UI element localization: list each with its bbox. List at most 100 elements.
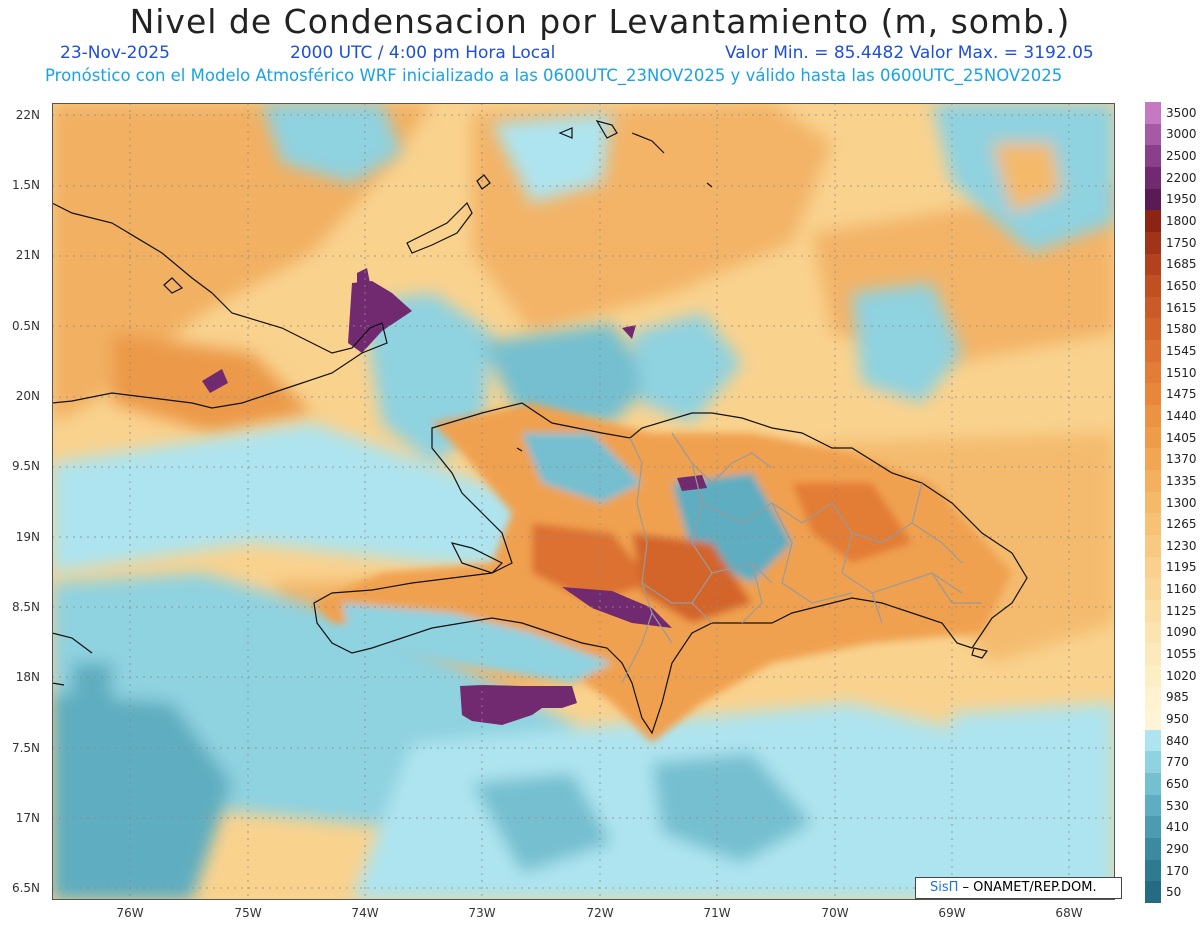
lon-label: 72W <box>586 906 614 920</box>
colorbar-label: 1055 <box>1166 647 1197 662</box>
colorbar-label: 1615 <box>1166 300 1197 315</box>
colorbar-segment <box>1145 188 1161 211</box>
lon-label: 71W <box>703 906 731 920</box>
colorbar-segment <box>1145 708 1161 731</box>
colorbar-segment <box>1145 383 1161 406</box>
min-max-values: Valor Min. = 85.4482 Valor Max. = 3192.0… <box>725 43 1094 63</box>
colorbar-label: 3000 <box>1166 127 1197 142</box>
colorbar-segment <box>1145 340 1161 363</box>
colorbar-segment <box>1145 838 1161 861</box>
colorbar-label: 1545 <box>1166 343 1197 358</box>
colorbar-segment <box>1145 556 1161 579</box>
map-title: Nivel de Condensacion por Levantamiento … <box>129 2 1071 41</box>
colorbar-segment <box>1145 534 1161 558</box>
colorbar-segment <box>1145 751 1161 774</box>
lat-label: 0.5N <box>11 319 40 333</box>
lat-label: 8.5N <box>11 600 40 614</box>
lat-label: 18N <box>15 670 40 684</box>
lon-label: 70W <box>821 906 849 920</box>
colorbar-segment <box>1145 166 1161 190</box>
model-info: Pronóstico con el Modelo Atmosférico WRF… <box>45 66 1063 85</box>
colorbar-segment <box>1145 643 1161 666</box>
colorbar-label: 1405 <box>1166 430 1197 445</box>
lat-label: 7.5N <box>11 741 40 755</box>
lat-label: 19N <box>15 530 40 544</box>
credit-logo: SisΠ <box>930 880 959 895</box>
colorbar-label: 840 <box>1166 733 1189 748</box>
colorbar-label: 1195 <box>1166 560 1197 575</box>
colorbar-segment <box>1145 426 1161 449</box>
colorbar-segment <box>1145 578 1161 601</box>
colorbar-label: 410 <box>1166 820 1189 835</box>
colorbar-segment <box>1145 145 1161 168</box>
lat-label: 9.5N <box>11 459 40 473</box>
field-cyan <box>52 103 1115 900</box>
colorbar-label: 170 <box>1166 863 1189 878</box>
colorbar-segment <box>1145 470 1161 493</box>
colorbar-label: 290 <box>1166 841 1189 856</box>
lon-label: 75W <box>234 906 262 920</box>
colorbar-label: 1160 <box>1166 582 1197 597</box>
colorbar-label: 1950 <box>1166 192 1197 207</box>
lon-label: 73W <box>468 906 496 920</box>
forecast-date: 23-Nov-2025 <box>60 43 170 63</box>
colorbar-segment <box>1145 599 1161 623</box>
lat-label: 20N <box>15 389 40 403</box>
colorbar-label: 1475 <box>1166 387 1197 402</box>
colorbar-segment <box>1145 102 1161 125</box>
colorbar-segment <box>1145 318 1161 341</box>
colorbar-segment <box>1145 881 1161 904</box>
colorbar-segment <box>1145 686 1161 709</box>
colorbar-label: 530 <box>1166 798 1189 813</box>
colorbar-segment <box>1145 210 1161 233</box>
colorbar-label: 985 <box>1166 690 1189 705</box>
colorbar-segment <box>1145 773 1161 796</box>
colorbar-segment <box>1145 794 1161 817</box>
colorbar-label: 1440 <box>1166 408 1197 423</box>
colorbar-label: 1685 <box>1166 257 1197 272</box>
colorbar-label: 1020 <box>1166 668 1197 683</box>
colorbar-label: 2200 <box>1166 170 1197 185</box>
colorbar-segment <box>1145 253 1161 276</box>
colorbar-segment <box>1145 448 1161 471</box>
lat-label: 1.5N <box>11 178 40 192</box>
lon-label: 68W <box>1055 906 1083 920</box>
lon-label: 76W <box>116 906 144 920</box>
map-canvas <box>52 103 1115 900</box>
colorbar-label: 1335 <box>1166 473 1197 488</box>
lon-label: 69W <box>938 906 966 920</box>
colorbar-segment <box>1145 491 1161 514</box>
colorbar-label: 1750 <box>1166 235 1197 250</box>
colorbar-segment <box>1145 405 1161 428</box>
province-borders <box>621 432 982 684</box>
colorbar-segment <box>1145 816 1161 839</box>
colorbar-label: 2500 <box>1166 149 1197 164</box>
colorbar <box>1145 102 1161 904</box>
colorbar-label: 3500 <box>1166 105 1197 120</box>
lcl-map <box>52 103 1115 900</box>
colorbar-segment <box>1145 621 1161 644</box>
credit-box: SisΠ – ONAMET/REP.DOM. <box>915 877 1122 899</box>
colorbar-label: 1230 <box>1166 538 1197 553</box>
colorbar-segment <box>1145 123 1161 146</box>
hispaniola-field <box>312 403 1012 743</box>
lat-label: 17N <box>15 811 40 825</box>
colorbar-label: 1300 <box>1166 495 1197 510</box>
colorbar-segment <box>1145 513 1161 536</box>
colorbar-label: 50 <box>1166 885 1182 900</box>
credit-text: – ONAMET/REP.DOM. <box>958 880 1097 895</box>
colorbar-label: 1265 <box>1166 517 1197 532</box>
colorbar-label: 1800 <box>1166 214 1197 229</box>
colorbar-label: 650 <box>1166 776 1189 791</box>
colorbar-label: 1125 <box>1166 603 1197 618</box>
colorbar-segment <box>1145 275 1161 298</box>
colorbar-segment <box>1145 664 1161 687</box>
colorbar-segment <box>1145 361 1161 384</box>
lat-label: 22N <box>15 108 40 122</box>
lat-label: 6.5N <box>11 881 40 895</box>
forecast-time: 2000 UTC / 4:00 pm Hora Local <box>290 43 556 63</box>
colorbar-label: 1370 <box>1166 452 1197 467</box>
colorbar-label: 1510 <box>1166 365 1197 380</box>
colorbar-segment <box>1145 859 1161 882</box>
colorbar-label: 770 <box>1166 755 1189 770</box>
